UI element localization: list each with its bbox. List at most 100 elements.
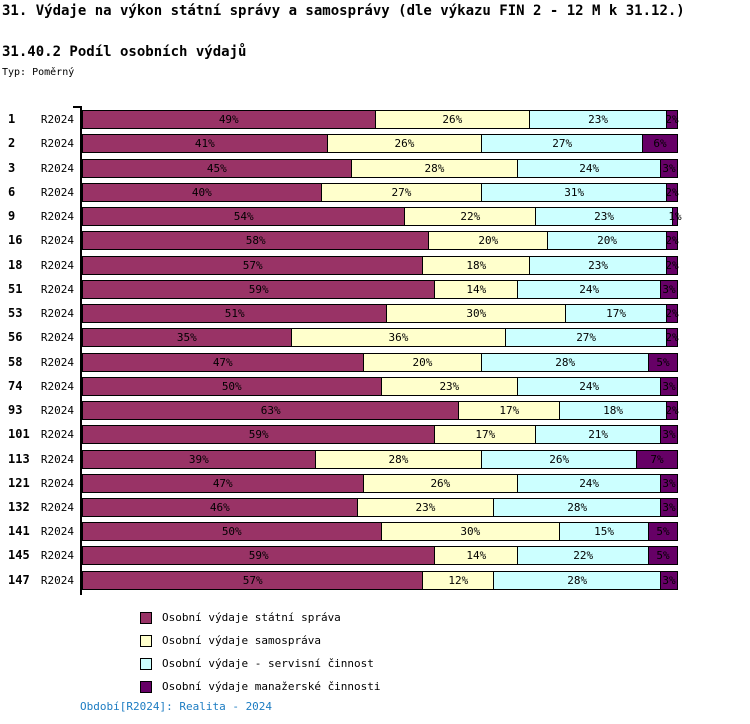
- type-label: Typ: Poměrný: [2, 67, 75, 78]
- chart-row: 58 R2024 47% 20% 28% 5%: [8, 352, 681, 372]
- bar-segment-series-3: 20%: [547, 231, 667, 251]
- bar-segment-series-2: 23%: [356, 497, 495, 517]
- bar-segment-series-4: 3%: [660, 279, 678, 299]
- segment-value-label: 5%: [656, 525, 670, 539]
- segment-value-label: 50%: [221, 379, 242, 393]
- segment-value-label: 3%: [662, 573, 676, 587]
- bar-segment-series-1: 59%: [82, 279, 436, 299]
- segment-value-label: 49%: [218, 113, 239, 127]
- bar-segment-series-3: 15%: [559, 522, 650, 542]
- segment-value-label: 30%: [460, 525, 481, 539]
- row-period-label: R2024: [40, 282, 74, 296]
- bar-segment-series-2: 36%: [290, 328, 507, 348]
- legend-item: Osobní výdaje státní správa: [140, 611, 381, 624]
- chart-row: 6 R2024 40% 27% 31% 2%: [8, 182, 681, 202]
- bar-segment-series-3: 27%: [481, 134, 644, 154]
- bar-segment-series-4: 2%: [665, 182, 679, 202]
- segment-value-label: 40%: [191, 185, 212, 199]
- legend-swatch: [140, 680, 152, 693]
- chart-row: 9 R2024 54% 22% 23% 1%: [8, 207, 682, 227]
- segment-value-label: 28%: [388, 452, 409, 466]
- row-id-label: 51: [8, 281, 23, 296]
- segment-value-label: 26%: [394, 137, 415, 151]
- bar-segment-series-4: 2%: [665, 328, 679, 348]
- segment-value-label: 24%: [579, 282, 600, 296]
- legend-swatch: [140, 657, 152, 670]
- row-id-label: 113: [8, 451, 30, 466]
- bar-segment-series-1: 50%: [82, 522, 382, 542]
- bar-segment-series-4: 2%: [665, 304, 679, 324]
- row-period-label: R2024: [40, 525, 74, 539]
- row-period-label: R2024: [40, 452, 74, 466]
- row-period-label: R2024: [40, 404, 74, 418]
- row-period-label: R2024: [40, 234, 74, 248]
- segment-value-label: 57%: [242, 258, 263, 272]
- bar-segment-series-3: 22%: [517, 546, 650, 566]
- bar-segment-series-1: 35%: [82, 328, 292, 348]
- row-period-label: R2024: [40, 258, 74, 272]
- chart-row: 145 R2024 59% 14% 22% 5%: [8, 546, 681, 566]
- row-id-label: 16: [8, 233, 23, 248]
- segment-value-label: 22%: [460, 210, 481, 224]
- segment-value-label: 24%: [579, 161, 600, 175]
- chart-rows: 1 R2024 49% 26% 23% 2% 2 R2024 41% 26% 27% 6% 3 R2024…: [8, 105, 682, 595]
- row-period-label: R2024: [40, 428, 74, 442]
- bar-segment-series-3: 31%: [481, 182, 667, 202]
- bar-segment-series-1: 59%: [82, 425, 436, 445]
- bar-segment-series-2: 14%: [434, 279, 519, 299]
- row-id-label: 132: [8, 499, 30, 514]
- segment-value-label: 23%: [588, 113, 609, 127]
- bar-segment-series-1: 39%: [82, 449, 316, 469]
- segment-value-label: 26%: [549, 452, 570, 466]
- segment-value-label: 59%: [248, 549, 269, 563]
- row-period-label: R2024: [40, 210, 74, 224]
- segment-value-label: 12%: [448, 573, 469, 587]
- bar-segment-series-4: 5%: [648, 546, 678, 566]
- bar-segment-series-1: 57%: [82, 570, 424, 590]
- segment-value-label: 2%: [665, 258, 679, 272]
- segment-value-label: 59%: [248, 428, 269, 442]
- bar-segment-series-4: 3%: [660, 570, 678, 590]
- segment-value-label: 35%: [176, 331, 197, 345]
- chart-row: 132 R2024 46% 23% 28% 3%: [8, 497, 681, 517]
- bar-segment-series-1: 54%: [82, 207, 406, 227]
- bar-segment-series-4: 3%: [660, 376, 678, 396]
- segment-value-label: 28%: [555, 355, 576, 369]
- segment-value-label: 3%: [662, 282, 676, 296]
- segment-value-label: 2%: [665, 331, 679, 345]
- segment-value-label: 3%: [662, 428, 676, 442]
- segment-value-label: 27%: [391, 185, 412, 199]
- bar-segment-series-1: 47%: [82, 473, 364, 493]
- row-period-label: R2024: [40, 355, 74, 369]
- bar-segment-series-3: 28%: [493, 570, 662, 590]
- segment-value-label: 57%: [242, 573, 263, 587]
- bar-segment-series-4: 2%: [665, 231, 679, 251]
- bar-segment-series-4: 3%: [660, 158, 678, 178]
- segment-value-label: 2%: [665, 113, 679, 127]
- segment-value-label: 45%: [206, 161, 227, 175]
- row-period-label: R2024: [40, 185, 74, 199]
- row-period-label: R2024: [40, 476, 74, 490]
- chart-row: 56 R2024 35% 36% 27% 2%: [8, 328, 681, 348]
- segment-value-label: 58%: [245, 234, 266, 248]
- chart-row: 101 R2024 59% 17% 21% 3%: [8, 425, 681, 445]
- row-id-label: 121: [8, 475, 30, 490]
- chart-row: 113 R2024 39% 28% 26% 7%: [8, 449, 681, 469]
- bar-segment-series-3: 24%: [517, 158, 662, 178]
- segment-value-label: 51%: [224, 307, 245, 321]
- segment-value-label: 3%: [662, 476, 676, 490]
- segment-value-label: 2%: [665, 404, 679, 418]
- chart-row: 121 R2024 47% 26% 24% 3%: [8, 473, 681, 493]
- bar-segment-series-2: 17%: [434, 425, 537, 445]
- segment-value-label: 2%: [665, 185, 679, 199]
- bar-segment-series-4: 7%: [636, 449, 678, 469]
- bar-segment-series-1: 59%: [82, 546, 436, 566]
- bar-segment-series-1: 58%: [82, 231, 430, 251]
- segment-value-label: 2%: [665, 234, 679, 248]
- report-title: 31. Výdaje na výkon státní správy a samo…: [2, 3, 685, 19]
- segment-value-label: 20%: [412, 355, 433, 369]
- row-period-label: R2024: [40, 113, 74, 127]
- row-id-label: 9: [8, 209, 16, 224]
- chart-row: 2 R2024 41% 26% 27% 6%: [8, 134, 681, 154]
